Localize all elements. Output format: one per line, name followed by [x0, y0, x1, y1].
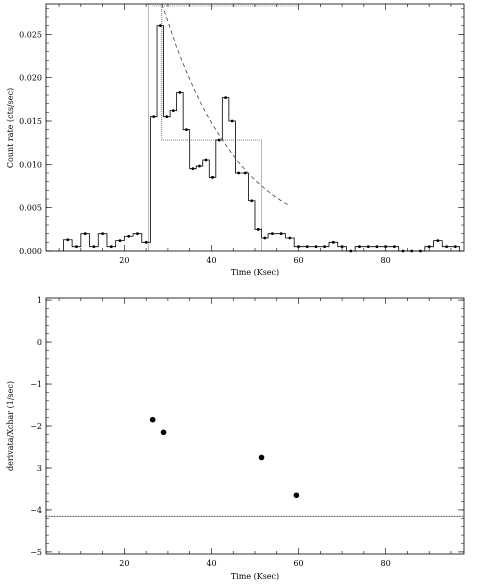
count-rate-x-tick-label: 60 [293, 256, 303, 265]
count-rate-data-point [118, 239, 122, 243]
count-rate-data-point [75, 245, 78, 249]
count-rate-data-point [279, 232, 283, 236]
count-rate-y-tick-label: 0.020 [19, 74, 42, 83]
derivative-x-axis-label: Time (Ksec) [231, 572, 279, 581]
count-rate-data-point [144, 240, 148, 244]
count-rate-y-tick-label: 0.010 [19, 160, 42, 169]
count-rate-chart: 20 40 60 80 0.000 0.005 0.010 0.015 0.020 0.025 T… [6, 3, 465, 277]
count-rate-data-point [243, 171, 247, 175]
count-rate-data-point [136, 232, 139, 236]
count-rate-data-point [445, 245, 448, 249]
derivative-x-tick-label: 60 [293, 559, 303, 568]
count-rate-data-point [288, 236, 292, 240]
derivative-y-tick-label: −4 [30, 506, 42, 515]
count-rate-data-point [358, 245, 361, 249]
count-rate-data-point [224, 96, 228, 99]
count-rate-data-point [109, 245, 113, 249]
derivative-y-tick-label: 0 [37, 338, 42, 347]
count-rate-data-point [427, 245, 431, 249]
count-rate-data-point [271, 232, 274, 236]
count-rate-x-tick-label: 20 [119, 256, 129, 265]
count-rate-data-point [230, 119, 234, 123]
count-rate-data-point [436, 239, 440, 243]
derivative-x-tick-label: 40 [206, 559, 216, 568]
count-rate-data-point [198, 164, 201, 168]
derivative-data-point [258, 454, 265, 461]
derivative-data-point [149, 416, 156, 423]
count-rate-y-tick-label: 0.025 [19, 30, 42, 39]
count-rate-data-point [392, 245, 396, 249]
count-rate-data-point [340, 245, 344, 249]
count-rate-y-tick-label: 0.005 [19, 204, 42, 213]
derivative-ticks: 20 40 60 80 1 0 −1 −2 3 −4 −5 [30, 296, 464, 568]
derivative-y-tick-label: −1 [30, 380, 42, 389]
count-rate-data-point [83, 232, 87, 236]
count-rate-data-point [263, 236, 267, 240]
count-rate-x-tick-label: 40 [206, 256, 216, 265]
count-rate-data-point [323, 245, 327, 249]
count-rate-data-point [237, 171, 241, 175]
derivative-data-point [293, 492, 300, 499]
count-rate-data-point [250, 199, 254, 203]
count-rate-data-point [211, 175, 214, 179]
derivative-data-point [160, 429, 167, 436]
count-rate-data-point [178, 91, 182, 94]
count-rate-data-point [127, 234, 131, 238]
derivative-plot-frame [45, 297, 465, 555]
count-rate-x-axis-label: Time (Ksec) [231, 268, 279, 277]
count-rate-data-point [256, 227, 260, 231]
derivative-x-tick-label: 80 [381, 559, 391, 568]
count-rate-data-point [331, 240, 335, 244]
count-rate-data-point [453, 245, 457, 249]
count-rate-data-point [165, 115, 169, 119]
derivative-x-tick-label: 20 [119, 559, 129, 568]
count-rate-decay-curve [161, 3, 291, 207]
derivative-y-axis-label: derivata/Xchar (1/sec) [6, 381, 15, 471]
count-rate-data-point [366, 245, 370, 249]
count-rate-data-point [305, 245, 309, 249]
derivative-y-tick-label: −5 [30, 548, 42, 557]
count-rate-data-point [375, 245, 379, 249]
derivative-chart: 20 40 60 80 1 0 −1 −2 3 −4 −5 Time (Ksec) derivata… [6, 296, 465, 581]
count-rate-histogram-line [63, 25, 461, 252]
count-rate-data-point [158, 24, 162, 28]
count-rate-x-tick-label: 80 [381, 256, 391, 265]
count-rate-data-point [92, 245, 96, 249]
count-rate-data-point [191, 167, 195, 171]
count-rate-y-axis-label: Count rate (cts/sec) [6, 88, 15, 168]
derivative-y-tick-label: 3 [37, 464, 42, 473]
derivative-y-tick-label: −2 [30, 422, 42, 431]
count-rate-plot-area [46, 3, 464, 253]
derivative-y-tick-label: 1 [37, 296, 42, 305]
count-rate-y-tick-label: 0.000 [19, 247, 42, 256]
count-rate-y-tick-label: 0.015 [19, 117, 42, 126]
count-rate-data-point [314, 245, 318, 249]
count-rate-data-point [204, 158, 208, 162]
derivative-plot-area [46, 416, 464, 517]
count-rate-data-point [101, 232, 105, 236]
count-rate-data-point [171, 109, 175, 112]
count-rate-data-point [66, 238, 70, 242]
count-rate-data-point [185, 128, 188, 132]
count-rate-ticks: 20 40 60 80 0.000 0.005 0.010 0.015 0.020 0.025 [19, 4, 464, 265]
count-rate-data-point [152, 115, 156, 119]
